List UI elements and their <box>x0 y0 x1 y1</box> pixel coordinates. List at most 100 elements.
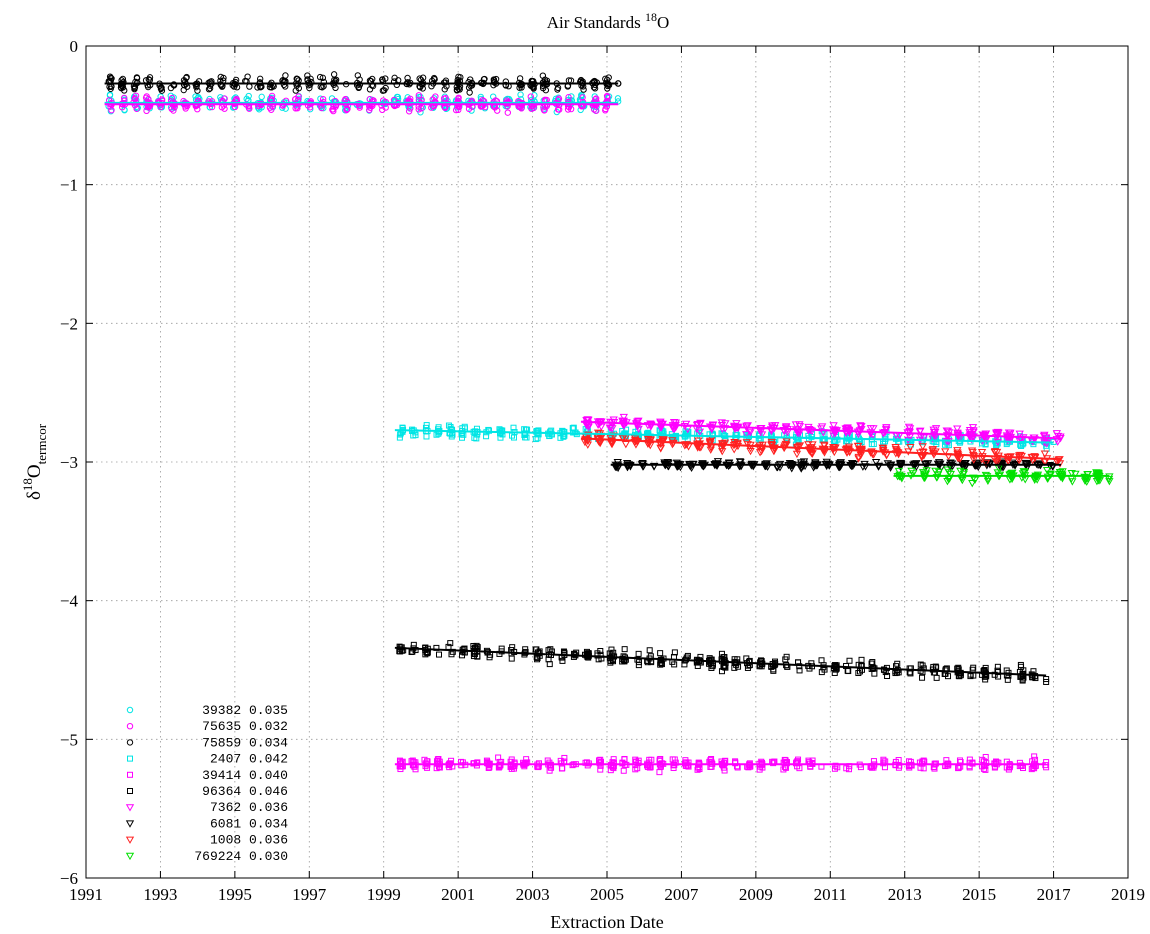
data-point <box>415 92 423 99</box>
data-point <box>1043 473 1053 481</box>
data-point <box>583 436 592 445</box>
data-point <box>811 462 821 470</box>
legend-label: 7362 0.036 <box>210 800 288 815</box>
x-tick-label: 2011 <box>814 885 847 904</box>
data-point <box>797 465 806 473</box>
data-point <box>457 74 464 81</box>
y-tick-label: −5 <box>60 730 78 749</box>
data-point <box>869 659 876 666</box>
x-tick-label: 1999 <box>367 885 401 904</box>
data-point <box>908 762 915 769</box>
data-point <box>769 447 778 455</box>
legend-label: 75859 0.034 <box>202 735 288 750</box>
data-point <box>504 109 512 116</box>
data-point <box>1010 462 1020 470</box>
data-point <box>834 436 841 443</box>
data-point <box>722 757 729 764</box>
data-point <box>473 435 480 442</box>
data-point <box>943 466 952 474</box>
data-point <box>695 444 704 452</box>
data-point <box>548 431 555 438</box>
data-point <box>119 75 127 83</box>
data-point <box>946 470 956 479</box>
data-point <box>959 470 968 479</box>
data-point <box>961 459 970 468</box>
data-point <box>319 74 327 82</box>
data-point <box>560 648 567 655</box>
data-point <box>695 428 705 436</box>
data-point <box>657 661 664 668</box>
data-point <box>770 760 777 767</box>
data-point <box>845 766 852 773</box>
chart-title: Air Standards 18O <box>547 10 670 32</box>
data-point <box>1031 753 1038 760</box>
data-point <box>856 423 865 431</box>
data-point <box>447 640 454 647</box>
data-point <box>846 657 853 664</box>
data-point <box>329 106 336 113</box>
data-point <box>809 757 816 764</box>
data-point <box>495 754 502 761</box>
data-point <box>1042 466 1052 475</box>
data-point <box>730 446 739 454</box>
data-point <box>650 462 659 471</box>
legend-marker <box>125 852 135 861</box>
data-point <box>182 105 189 112</box>
data-point <box>621 646 628 653</box>
data-point <box>555 106 563 113</box>
data-point <box>941 448 950 456</box>
data-point <box>980 765 987 772</box>
legend-item: 2407 0.042 <box>127 752 288 767</box>
data-point <box>1008 469 1017 478</box>
data-point <box>404 74 411 82</box>
data-point <box>576 78 584 86</box>
data-point <box>232 78 239 86</box>
data-point <box>953 425 962 433</box>
data-point <box>435 429 442 436</box>
data-point <box>933 471 942 479</box>
data-point <box>293 75 300 82</box>
data-point <box>907 670 914 677</box>
data-point <box>281 78 288 86</box>
data-point <box>1018 663 1025 670</box>
data-point <box>1015 430 1024 438</box>
data-point <box>591 85 599 92</box>
data-point <box>928 446 938 454</box>
data-point <box>780 442 789 450</box>
data-point <box>604 85 611 92</box>
data-point <box>993 469 1002 477</box>
data-point <box>831 669 838 676</box>
data-point <box>205 86 213 93</box>
data-point <box>634 425 643 434</box>
data-point <box>1092 469 1101 477</box>
data-point <box>994 663 1001 670</box>
data-point <box>721 657 728 664</box>
data-point <box>132 78 139 86</box>
data-point <box>993 458 1002 467</box>
data-point <box>956 467 965 476</box>
legend-item: 96364 0.046 <box>127 784 288 799</box>
legend-label: 2407 0.042 <box>210 752 288 767</box>
data-point <box>880 756 887 763</box>
data-point <box>967 447 977 455</box>
x-tick-label: 2005 <box>590 885 624 904</box>
data-point <box>682 431 689 438</box>
data-point <box>404 79 411 86</box>
data-point <box>632 766 639 773</box>
data-point <box>621 756 628 763</box>
data-point <box>133 74 141 81</box>
data-point <box>843 424 852 432</box>
data-point <box>597 766 604 773</box>
data-point <box>821 431 828 438</box>
data-point <box>956 757 963 764</box>
data-point <box>545 656 552 663</box>
data-point <box>669 419 679 427</box>
data-point <box>829 422 838 430</box>
data-point <box>912 460 921 468</box>
data-point <box>474 644 481 651</box>
data-point <box>409 757 416 764</box>
data-point <box>193 83 200 91</box>
data-point <box>534 428 541 435</box>
data-point <box>382 75 389 82</box>
data-point <box>430 95 438 102</box>
